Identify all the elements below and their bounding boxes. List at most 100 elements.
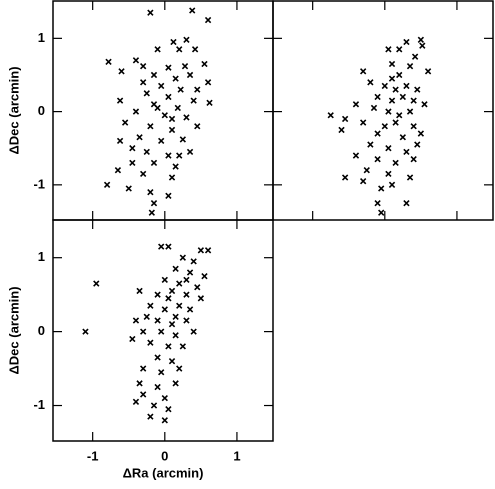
point xyxy=(174,104,181,112)
x-axis-label: ΔRa (arcmin) xyxy=(123,465,204,480)
point xyxy=(165,406,172,413)
point xyxy=(154,317,161,324)
point xyxy=(206,99,213,106)
point xyxy=(132,57,140,64)
point xyxy=(194,123,201,130)
point xyxy=(158,82,165,90)
point xyxy=(105,58,112,65)
point xyxy=(172,380,179,387)
point xyxy=(103,181,111,189)
point xyxy=(129,145,136,152)
point xyxy=(186,306,194,313)
point xyxy=(194,86,201,93)
point xyxy=(143,313,150,320)
point xyxy=(139,63,147,70)
point xyxy=(183,36,190,43)
point xyxy=(139,391,147,398)
point xyxy=(147,302,154,309)
point xyxy=(414,86,421,93)
point xyxy=(136,287,143,295)
point xyxy=(114,167,122,174)
point xyxy=(132,108,140,115)
y-tick-label: -1 xyxy=(33,397,45,412)
point xyxy=(403,199,410,207)
point xyxy=(385,145,392,152)
point xyxy=(165,295,172,302)
point xyxy=(139,365,147,372)
point xyxy=(154,104,161,112)
point xyxy=(121,119,129,126)
point xyxy=(374,199,381,207)
point xyxy=(179,343,187,350)
point xyxy=(125,185,132,192)
point xyxy=(168,126,176,134)
point xyxy=(359,119,367,126)
point xyxy=(176,152,183,159)
point xyxy=(186,71,194,79)
point xyxy=(176,365,183,372)
panel-frame xyxy=(272,0,494,221)
point xyxy=(116,97,124,104)
point xyxy=(191,46,199,53)
point xyxy=(406,174,414,181)
point xyxy=(374,93,381,101)
point xyxy=(197,295,205,302)
point xyxy=(154,291,161,298)
point xyxy=(363,167,370,174)
point xyxy=(158,328,165,335)
point xyxy=(197,247,205,254)
point xyxy=(161,394,168,402)
point xyxy=(168,174,176,181)
point xyxy=(82,328,89,335)
point xyxy=(367,79,374,86)
y-tick-label: 1 xyxy=(38,249,45,264)
point xyxy=(194,284,201,291)
point xyxy=(392,119,399,126)
point xyxy=(359,68,367,75)
point xyxy=(374,156,381,163)
point xyxy=(352,101,360,108)
point xyxy=(388,60,396,68)
point xyxy=(118,68,125,75)
point xyxy=(414,141,421,148)
point xyxy=(359,178,367,185)
y-tick-label: 1 xyxy=(38,30,45,45)
point xyxy=(143,90,150,97)
point xyxy=(411,53,419,60)
point xyxy=(165,152,172,159)
point xyxy=(189,7,196,14)
point xyxy=(172,265,179,272)
point xyxy=(147,123,154,130)
point xyxy=(154,383,161,391)
point xyxy=(150,71,158,79)
point xyxy=(327,112,334,119)
point xyxy=(172,75,179,82)
point xyxy=(147,413,154,420)
point xyxy=(421,101,428,108)
point xyxy=(165,192,172,199)
point xyxy=(168,358,176,365)
point xyxy=(165,343,172,350)
point xyxy=(186,148,194,156)
x-tick-label: 1 xyxy=(233,448,240,463)
point xyxy=(424,68,432,75)
point xyxy=(399,93,407,101)
point xyxy=(172,163,179,170)
point xyxy=(158,137,165,145)
point xyxy=(186,269,194,276)
point xyxy=(183,317,190,324)
point xyxy=(381,82,388,90)
point xyxy=(147,9,154,16)
x-tick-label: -1 xyxy=(87,448,99,463)
point xyxy=(190,258,197,265)
point xyxy=(129,335,136,343)
point xyxy=(147,189,154,196)
y-tick-label: 0 xyxy=(38,103,45,118)
point xyxy=(396,112,403,119)
point xyxy=(410,123,417,130)
point xyxy=(161,276,168,284)
point xyxy=(176,280,183,287)
point xyxy=(201,60,208,68)
point xyxy=(406,108,414,115)
point xyxy=(136,134,143,141)
